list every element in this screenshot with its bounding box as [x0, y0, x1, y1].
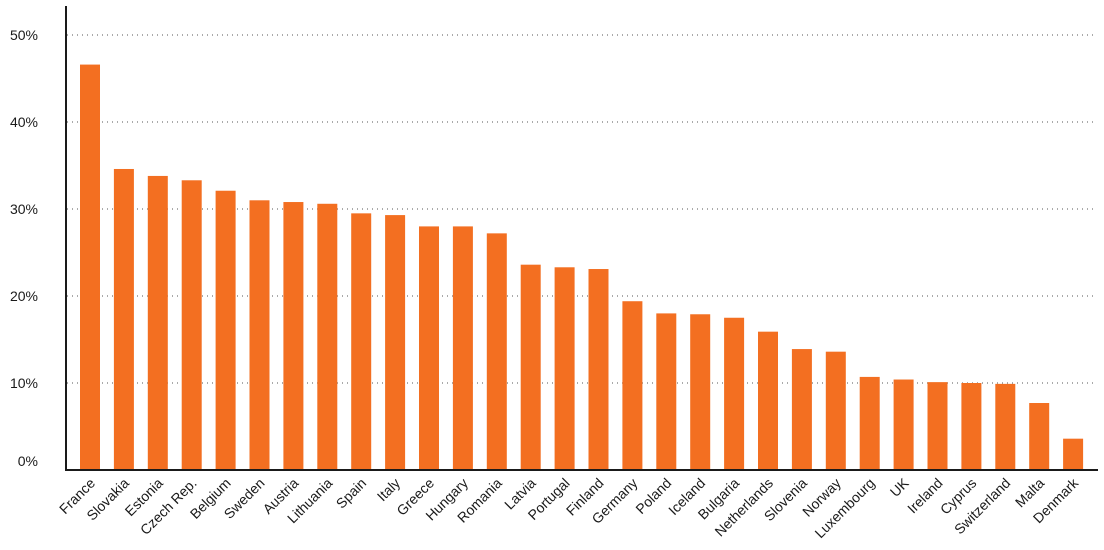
bar-finland: [588, 269, 609, 470]
bar-switzerland: [995, 383, 1016, 470]
y-tick-label: 50%: [10, 27, 38, 43]
bar-iceland: [690, 314, 711, 470]
bar-czech-rep: [181, 180, 202, 471]
bar-malta: [1029, 403, 1050, 470]
bar-spain: [351, 213, 372, 470]
y-tick-label: 40%: [10, 114, 38, 130]
bar-uk: [893, 379, 914, 470]
bars: [80, 64, 1084, 471]
bar-belgium: [215, 190, 236, 471]
bar-luxembourg: [859, 376, 880, 470]
bar-poland: [656, 313, 677, 470]
bar-slovakia: [113, 168, 134, 471]
bar-italy: [385, 215, 406, 470]
bar-cyprus: [961, 383, 982, 470]
bar-ireland: [927, 382, 948, 470]
bar-austria: [283, 202, 304, 471]
bar-lithuania: [317, 203, 338, 470]
bar-greece: [419, 226, 439, 470]
bar-germany: [622, 301, 643, 470]
bar-bulgaria: [724, 317, 745, 470]
bar-sweden: [249, 200, 270, 471]
bar-slovenia: [791, 349, 812, 470]
bar-hungary: [452, 226, 473, 470]
bar-latvia: [520, 264, 541, 470]
x-category-label: Italy: [374, 475, 403, 504]
bar-denmark: [1063, 438, 1084, 470]
bar-portugal: [554, 267, 575, 470]
x-category-label: Spain: [333, 475, 370, 512]
x-category-label: Ireland: [904, 475, 946, 517]
bar-estonia: [147, 175, 168, 470]
y-axis-tick-labels: 0% 10% 20% 30% 40% 50%: [10, 27, 38, 469]
bar-france: [80, 64, 100, 470]
bar-norway: [825, 351, 846, 470]
bar-romania: [486, 233, 507, 470]
y-tick-label: 0%: [18, 453, 38, 469]
y-tick-label: 20%: [10, 288, 38, 304]
x-category-label: UK: [887, 474, 913, 500]
y-tick-label: 30%: [10, 201, 38, 217]
y-tick-label: 10%: [10, 375, 38, 391]
bar-netherlands: [758, 331, 778, 470]
